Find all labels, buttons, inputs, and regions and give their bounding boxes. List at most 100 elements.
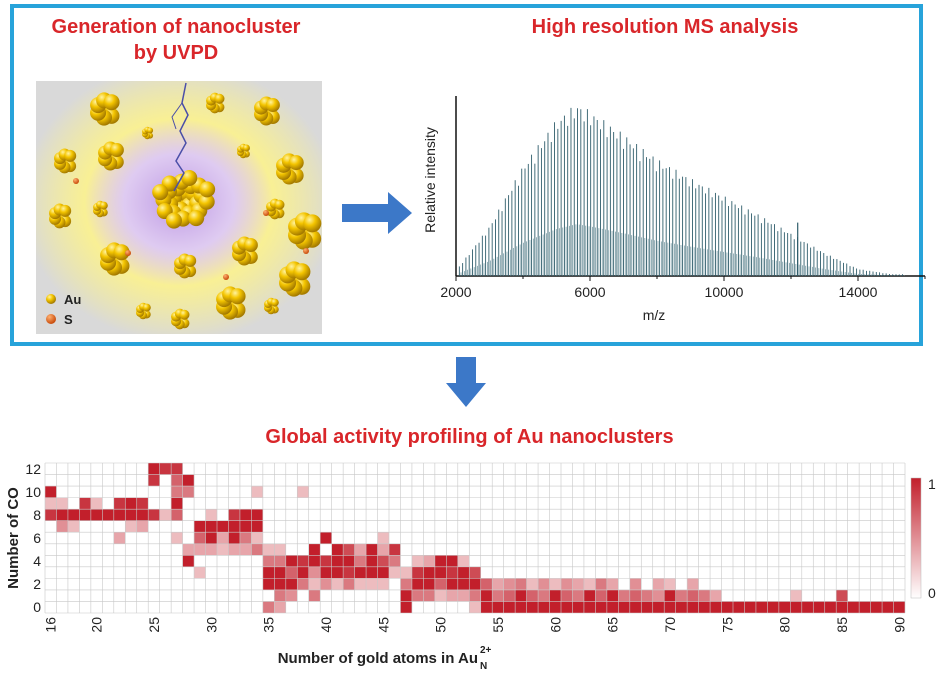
heatmap-cell [652, 578, 665, 590]
heatmap-cell [767, 601, 779, 613]
heatmap-cell [148, 463, 160, 475]
gold-cluster-icon [232, 236, 258, 266]
sulfur-atom-icon [303, 248, 309, 254]
gold-cluster-icon [171, 308, 190, 330]
heatmap-cell [90, 509, 103, 521]
gold-cluster-icon [49, 203, 72, 229]
heatmap-cell [274, 566, 286, 579]
heatmap-cell [492, 589, 504, 602]
heatmap-cell [67, 520, 80, 533]
heatmap-cell [629, 578, 642, 590]
gold-cluster-icon [100, 242, 130, 276]
colorbar-max-label: 1 [928, 476, 936, 492]
au-legend-icon [46, 294, 56, 304]
heatmap-cell [251, 543, 263, 556]
panel1-title-line1: Generation of nanocluster [51, 16, 301, 38]
heatmap-cell [320, 532, 332, 544]
heatmap-cell [262, 555, 275, 567]
heatmap-cell [526, 601, 539, 613]
heatmap-cell [675, 601, 688, 613]
heatmap-cell [480, 589, 493, 602]
gold-cluster-icon [174, 253, 197, 279]
heatmap-cell [698, 589, 711, 602]
heatmap-cell [480, 601, 493, 613]
sulfur-atom-icon [73, 178, 79, 184]
heatmap-grid [44, 462, 906, 614]
heatmap-cell [274, 555, 286, 567]
heatmap-y-tick-label: 12 [25, 461, 41, 477]
heatmap-cell [102, 509, 114, 521]
heatmap-cell [457, 578, 470, 590]
heatmap-cell [297, 566, 309, 579]
panel3-title: Global activity profiling of Au nanoclus… [265, 426, 674, 448]
gold-cluster-icon [142, 126, 154, 140]
gold-cluster-icon [279, 261, 311, 297]
heatmap-cell [480, 578, 493, 590]
heatmap-cell [136, 520, 149, 533]
heatmap-cell [503, 601, 516, 613]
heatmap-cell [515, 578, 527, 590]
gold-cluster-icon [216, 286, 246, 320]
heatmap-cell [274, 601, 286, 613]
heatmap-cell [515, 589, 527, 602]
heatmap-cell [262, 601, 275, 613]
heatmap-cell [274, 589, 286, 602]
heatmap-cell [400, 601, 412, 613]
sulfur-atom-icon [223, 274, 229, 280]
heatmap-cell [893, 601, 905, 613]
heatmap-cell [595, 589, 607, 602]
heatmap-x-tick-label: 30 [203, 617, 219, 633]
heatmap-cell [331, 543, 344, 556]
heatmap-cell [618, 589, 630, 602]
heatmap-cell [297, 555, 309, 567]
heatmap-cell [652, 601, 665, 613]
heatmap-cell [354, 543, 367, 556]
heatmap-cell [538, 601, 550, 613]
heatmap-cell [423, 555, 435, 567]
heatmap-cell [285, 578, 298, 590]
heatmap-cell [228, 520, 240, 533]
heatmap-cell [492, 601, 504, 613]
heatmap-cell [320, 555, 332, 567]
heatmap-cell [469, 601, 481, 613]
heatmap-cell [515, 601, 527, 613]
right-arrow-icon [342, 192, 412, 234]
heatmap-cell [182, 543, 195, 556]
heatmap-cell [492, 578, 504, 590]
heatmap-cell [239, 509, 252, 521]
heatmap-cell [400, 589, 412, 602]
heatmap-cell [67, 509, 80, 521]
heatmap-cell [343, 566, 355, 579]
heatmap-cell [113, 532, 126, 544]
heatmap-x-label-sup: 2+ [480, 645, 492, 656]
heatmap-cell [710, 589, 722, 602]
heatmap-cell [698, 601, 711, 613]
heatmap-cell [572, 589, 584, 602]
heatmap-cell [423, 589, 435, 602]
heatmap-cell [664, 601, 676, 613]
heatmap-cell [446, 566, 458, 579]
heatmap-cell [285, 555, 298, 567]
heatmap-cell [136, 497, 149, 510]
heatmap-cell [377, 555, 389, 567]
heatmap-cell [801, 601, 814, 613]
heatmap-cell [538, 578, 550, 590]
heatmap-cell [171, 532, 183, 544]
heatmap-cell [641, 589, 653, 602]
heatmap-cell [400, 578, 412, 590]
heatmap-cell [434, 566, 447, 579]
heatmap-cell [366, 566, 378, 579]
heatmap-cell [262, 543, 275, 556]
heatmap-cell [297, 486, 309, 498]
heatmap-cell [171, 509, 183, 521]
heatmap-cell [733, 601, 745, 613]
heatmap-cell [343, 578, 355, 590]
ms-y-label: Relative intensity [422, 127, 438, 233]
ms-x-label: m/z [643, 307, 666, 323]
heatmap-cell [389, 566, 401, 579]
heatmap-cell [239, 532, 252, 544]
heatmap-cell [262, 566, 275, 579]
heatmap-y-tick-label: 0 [33, 599, 41, 615]
heatmap-x-tick-label: 25 [146, 617, 162, 633]
heatmap-cell [113, 509, 126, 521]
